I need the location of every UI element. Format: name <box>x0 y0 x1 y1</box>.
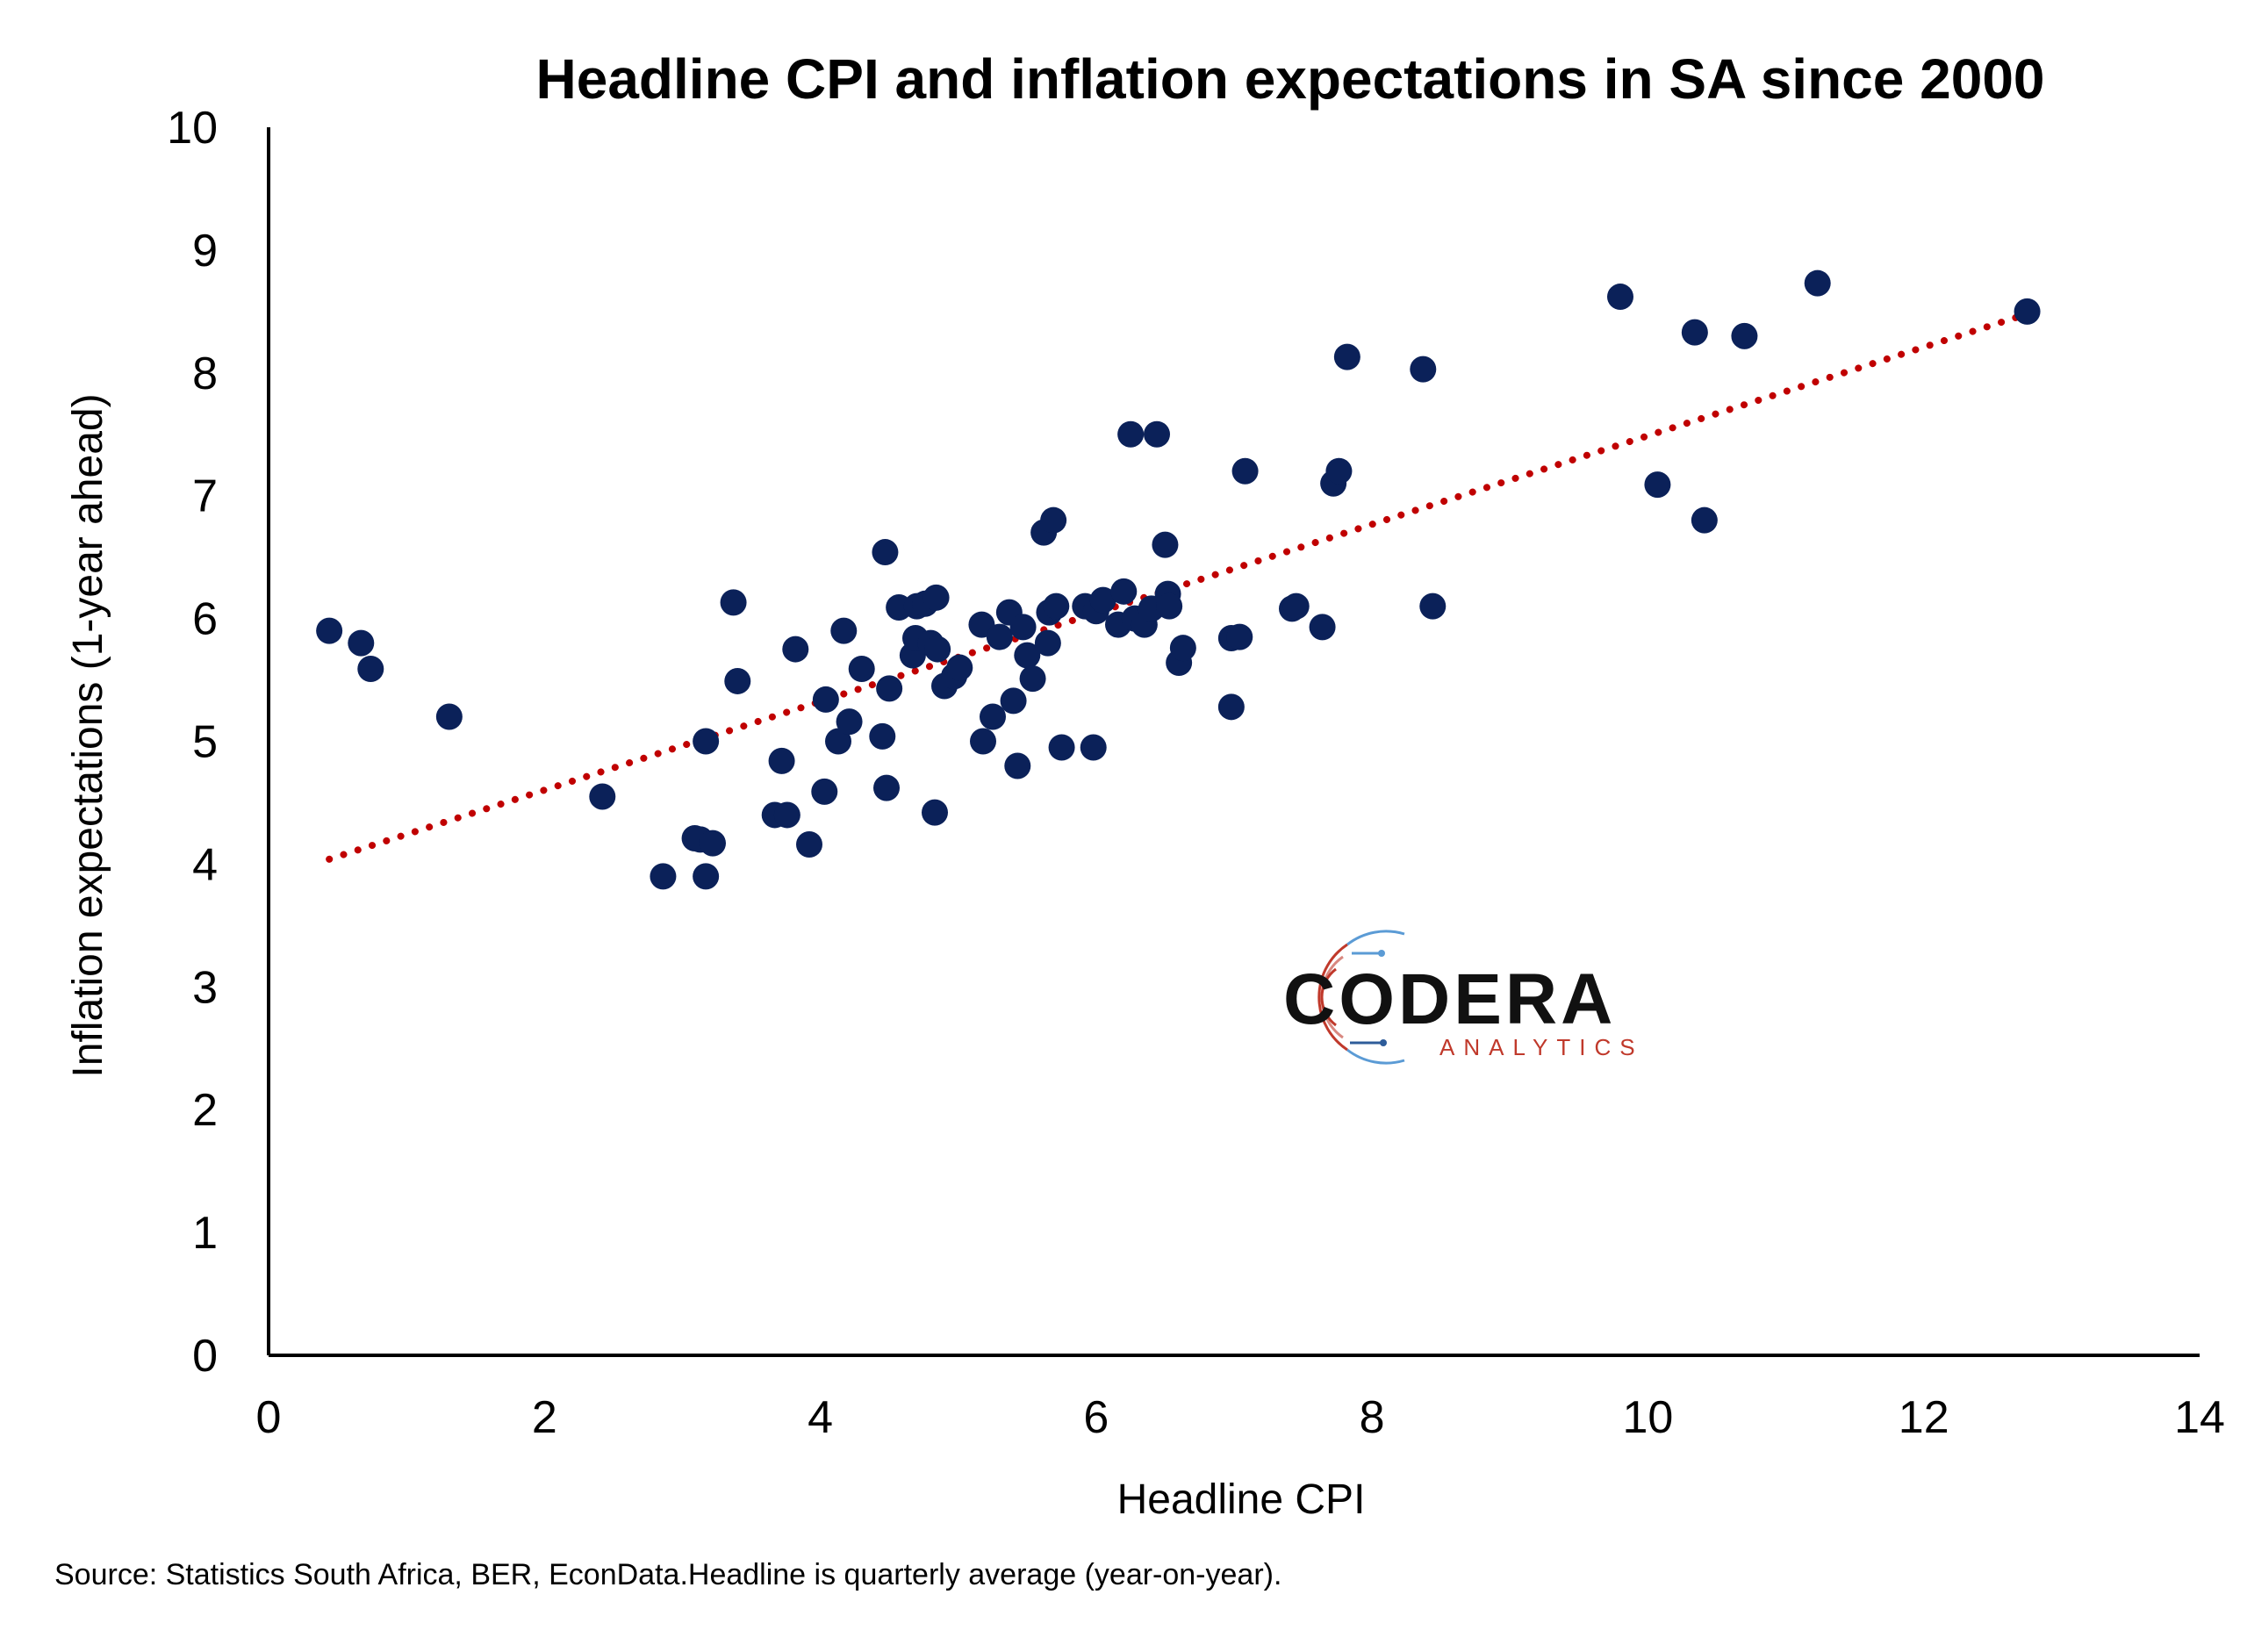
y-tick-label: 2 <box>192 1085 218 1136</box>
data-point <box>1004 752 1031 779</box>
data-point <box>1014 642 1041 669</box>
data-point <box>811 778 838 805</box>
data-point <box>720 589 747 616</box>
chart-title: Headline CPI and inflation expectations … <box>536 47 2045 111</box>
x-tick-label: 8 <box>1360 1392 1385 1443</box>
x-tick-label: 14 <box>2174 1392 2225 1443</box>
data-point <box>1691 506 1718 534</box>
data-point <box>650 863 677 890</box>
y-tick-label: 6 <box>192 594 218 645</box>
data-point <box>1169 635 1196 662</box>
data-point <box>1410 356 1437 383</box>
y-tick-label: 3 <box>192 962 218 1013</box>
data-point <box>796 831 822 858</box>
data-point <box>1731 322 1758 349</box>
data-point <box>1144 420 1170 448</box>
data-point <box>1043 593 1070 620</box>
data-point <box>1309 614 1336 641</box>
data-point <box>836 708 863 736</box>
x-tick-label: 10 <box>1623 1392 1674 1443</box>
data-point <box>700 830 726 857</box>
data-point <box>946 654 973 681</box>
data-point <box>830 617 858 644</box>
y-tick-label: 5 <box>192 717 218 768</box>
data-point <box>869 722 896 750</box>
data-point <box>980 703 1006 730</box>
x-tick-label: 0 <box>256 1392 282 1443</box>
y-axis-label: Inflation expectations (1-year ahead) <box>65 393 111 1077</box>
data-point <box>1034 629 1061 657</box>
data-point <box>986 623 1013 650</box>
data-point <box>1040 506 1067 534</box>
data-point <box>1231 457 1259 485</box>
data-point <box>693 863 720 890</box>
trendline-layer <box>326 310 2031 863</box>
data-point <box>1282 593 1310 620</box>
data-point <box>1110 578 1138 605</box>
y-axis-ticks: 0 1 2 3 4 5 6 7 8 9 10 <box>167 103 218 1382</box>
x-tick-label: 12 <box>1899 1392 1949 1443</box>
logo-tagline: ANALYTICS <box>1439 1034 1644 1060</box>
data-point <box>768 747 795 774</box>
data-point <box>922 799 948 826</box>
data-point <box>1080 734 1107 761</box>
data-point <box>782 636 809 663</box>
data-point <box>1333 343 1360 370</box>
data-point <box>1804 269 1831 297</box>
data-point <box>589 783 616 810</box>
data-point <box>1048 734 1075 761</box>
data-point <box>1000 687 1027 715</box>
x-tick-label: 2 <box>532 1392 557 1443</box>
codera-logo: CODERA ANALYTICS <box>1283 930 1644 1065</box>
data-point <box>812 686 839 713</box>
data-point <box>876 675 903 702</box>
data-point <box>1644 471 1671 499</box>
data-point <box>872 539 899 566</box>
data-point <box>1226 623 1253 650</box>
data-point <box>435 703 463 730</box>
data-point <box>825 728 851 755</box>
data-point <box>924 636 951 663</box>
data-point <box>1117 420 1145 448</box>
x-tick-label: 4 <box>808 1392 833 1443</box>
data-point <box>357 655 384 682</box>
data-point <box>1156 593 1183 620</box>
x-axis-ticks: 0 2 4 6 8 10 12 14 <box>256 1392 2225 1443</box>
data-point <box>1217 693 1245 721</box>
x-tick-label: 6 <box>1083 1392 1109 1443</box>
y-tick-label: 10 <box>167 103 218 154</box>
data-point <box>1681 319 1708 346</box>
data-point <box>1089 586 1116 614</box>
data-point <box>1019 665 1046 693</box>
source-note: Source: Statistics South Africa, BER, Ec… <box>54 1558 1282 1591</box>
data-point <box>848 655 875 682</box>
y-tick-label: 0 <box>192 1331 218 1382</box>
data-point <box>2014 298 2041 325</box>
data-point <box>316 617 343 644</box>
data-point <box>348 629 375 657</box>
data-points-layer <box>316 269 2041 890</box>
data-point <box>1325 457 1353 485</box>
data-point <box>1607 284 1633 311</box>
y-tick-label: 9 <box>192 226 218 277</box>
data-point <box>724 667 751 694</box>
data-point <box>773 801 800 829</box>
y-tick-label: 4 <box>192 839 218 890</box>
trendline <box>326 310 2031 863</box>
x-axis-label: Headline CPI <box>1117 1476 1366 1523</box>
y-tick-label: 1 <box>192 1208 218 1259</box>
data-point <box>693 728 720 755</box>
data-point <box>1419 593 1447 620</box>
data-point <box>922 584 950 611</box>
logo-circuit-mark <box>1317 930 1405 1065</box>
data-point <box>1152 531 1179 558</box>
y-tick-label: 7 <box>192 471 218 522</box>
y-tick-label: 8 <box>192 348 218 399</box>
logo-wordmark: CODERA <box>1283 959 1616 1039</box>
data-point <box>1009 614 1037 641</box>
data-point <box>970 728 996 755</box>
data-point <box>873 774 900 801</box>
